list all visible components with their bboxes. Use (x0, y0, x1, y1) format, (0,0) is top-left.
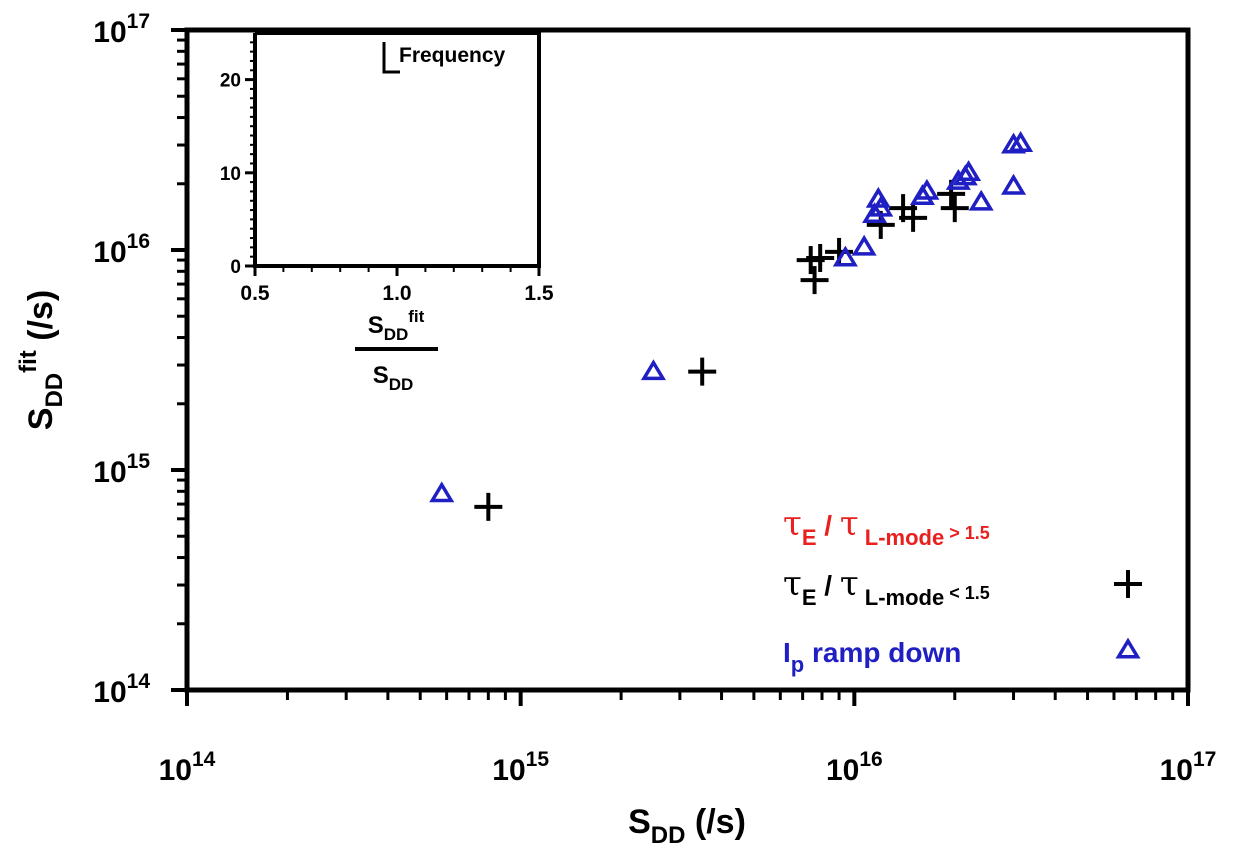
x-tick-label: 1014 (159, 748, 216, 787)
legend-marker-ramp (1115, 637, 1141, 659)
inset-x-tick-label: 1.5 (524, 282, 554, 305)
data-point-ramp (851, 234, 877, 256)
data-point-ramp (956, 160, 982, 182)
legend-marker-low (1114, 570, 1142, 598)
data-point-low (940, 194, 969, 223)
y-axis-label: SDDfit (/s) (15, 290, 68, 430)
legend-label-low: τE / τ L-mode < 1.5 (783, 564, 990, 610)
data-point-low (806, 243, 835, 272)
data-points (429, 131, 1034, 521)
inset-y-tick-label: 10 (220, 164, 241, 185)
y-tick-label: 1016 (93, 230, 150, 269)
legend-label-high: τE / τ L-mode > 1.5 (783, 504, 990, 550)
y-tick-label: 1017 (93, 10, 150, 49)
x-tick-label: 1017 (1160, 748, 1217, 787)
y-tick-label: 1015 (93, 450, 150, 489)
inset-y-tick-label: 0 (230, 257, 241, 278)
main-plot-area: 1014 1015 1016 1017 1014 1015 1016 1017 SDD (/s)… (15, 10, 1216, 843)
data-point-ramp (968, 189, 994, 211)
data-point-ramp (640, 359, 666, 381)
plot-frame (184, 27, 1191, 693)
data-point-low (688, 357, 717, 386)
data-point-ramp (1008, 131, 1034, 152)
data-point-low (899, 203, 928, 232)
inset-x-label-denominator: SDD (373, 362, 414, 394)
inset-frame (253, 31, 541, 268)
inset-x-label-numerator: SDDfit (368, 307, 425, 344)
data-point-low (800, 266, 829, 295)
data-point-ramp (1000, 173, 1027, 195)
data-point-ramp (868, 195, 894, 217)
inset-legend-swatch (382, 42, 400, 74)
x-axis-label: SDD (/s) (628, 803, 746, 843)
inset-x-tick-label: 1.0 (382, 282, 411, 305)
legend: τE / τ L-mode > 1.5 τE / τ L-mode < 1.5 Ip… (783, 504, 1142, 677)
inset-histogram: 0 10 20 0.5 1.0 1.5 Frequency SDDfit SDD (220, 31, 554, 394)
x-tick-label: 1016 (826, 748, 883, 787)
x-tick-label: 1015 (492, 748, 549, 787)
data-point-ramp (832, 245, 858, 267)
inset-x-tick-label: 0.5 (240, 282, 270, 305)
data-point-ramp (914, 178, 940, 200)
data-point-low (474, 492, 503, 521)
inset-title: Frequency (399, 44, 506, 67)
legend-label-ramp: Ip ramp down (783, 637, 961, 677)
data-point-ramp (429, 481, 455, 503)
y-axis-label-group: SDDfit (/s) (15, 290, 68, 430)
inset-y-tick-label: 20 (220, 71, 241, 92)
y-tick-label: 1014 (93, 670, 150, 709)
